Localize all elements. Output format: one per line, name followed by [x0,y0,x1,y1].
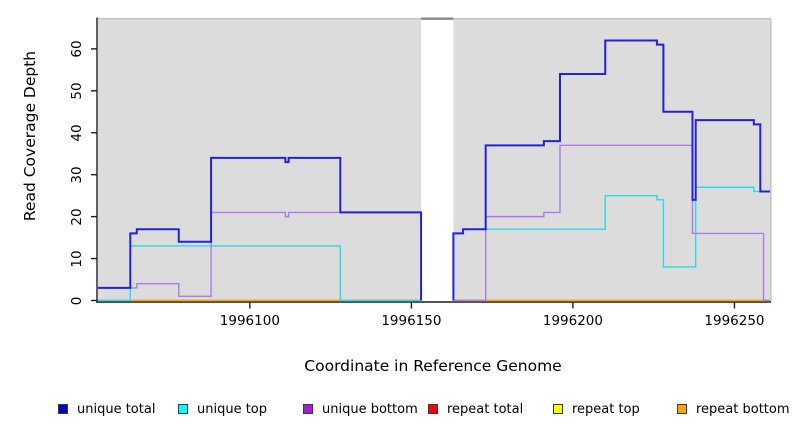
legend-label: repeat top [572,401,640,417]
legend-label: unique top [197,401,268,417]
legend-item-unique-total: unique total [58,400,155,418]
legend-swatch [677,404,687,414]
legend-label: repeat total [447,401,524,417]
x-tick-label: 1996150 [381,313,442,329]
legend-label: unique total [77,401,156,417]
y-tick-label: 50 [69,82,85,100]
series-unique-total [452,39,770,301]
legend-swatch [303,404,313,414]
y-axis-title: Read Coverage Depth [21,50,39,222]
legend-label: unique bottom [322,401,418,417]
y-tick-label: 60 [69,40,85,58]
legend-item-repeat-top: repeat top [553,400,640,418]
y-tick-label: 30 [69,166,85,184]
legend-swatch [178,404,188,414]
legend-item-unique-bottom: unique bottom [303,400,418,418]
legend-item-repeat-bottom: repeat bottom [677,400,790,418]
panel-right [453,19,770,302]
chart-legend: unique total unique top unique bottom repea… [0,400,792,420]
series-unique-total [98,156,423,301]
legend-swatch [58,404,68,414]
legend-label: repeat bottom [696,401,790,417]
series-unique-top [98,245,422,302]
x-tick-label: 1996200 [542,313,603,329]
legend-swatch [553,404,563,414]
legend-item-unique-top: unique top [178,400,267,418]
y-tick-label: 40 [69,124,85,142]
y-tick-label: 10 [69,249,85,268]
legend-swatch [428,404,438,414]
series-unique-bottom [453,144,770,302]
panel-left [98,19,422,302]
legend-item-repeat-total: repeat total [428,400,523,418]
x-axis-title: Coordinate in Reference Genome [304,357,562,375]
y-tick-label: 0 [69,296,85,305]
x-tick-label: 1996100 [219,313,280,329]
y-tick-label: 20 [69,208,85,226]
x-tick-label: 1996250 [704,313,765,329]
